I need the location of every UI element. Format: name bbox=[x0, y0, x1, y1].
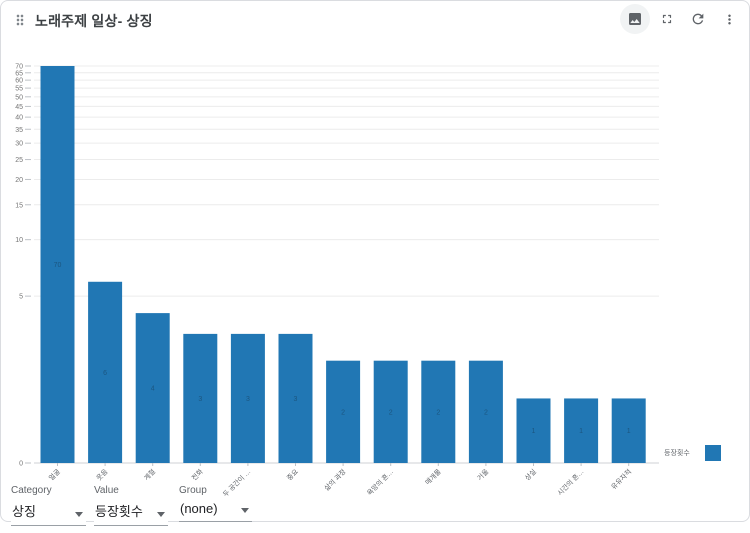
bar-value-label: 1 bbox=[579, 428, 583, 435]
bar-value-label: 3 bbox=[246, 396, 250, 403]
bar[interactable] bbox=[611, 398, 646, 463]
chevron-down-icon bbox=[75, 512, 83, 517]
bar-value-label: 2 bbox=[389, 409, 393, 416]
category-label: Category bbox=[11, 485, 52, 496]
y-tick-label: 45 bbox=[15, 104, 23, 111]
value-label: Value bbox=[94, 485, 119, 496]
chevron-down-icon bbox=[157, 512, 165, 517]
bar[interactable] bbox=[183, 333, 218, 463]
bar[interactable] bbox=[326, 360, 361, 463]
group-value: (none) bbox=[180, 501, 218, 516]
bar-value-label: 1 bbox=[532, 428, 536, 435]
legend-label: 등장횟수 bbox=[664, 448, 690, 457]
category-select[interactable]: 상징 bbox=[11, 500, 86, 526]
y-tick-label: 35 bbox=[15, 127, 23, 134]
y-tick-label: 50 bbox=[15, 94, 23, 101]
bar-value-label: 4 bbox=[151, 386, 155, 393]
y-tick-label: 70 bbox=[15, 64, 23, 71]
chevron-down-icon bbox=[241, 508, 249, 513]
x-axis-label: 시간의 흔… bbox=[555, 467, 585, 497]
y-tick-label: 30 bbox=[15, 141, 23, 148]
bar-value-label: 3 bbox=[294, 396, 298, 403]
y-tick-label: 20 bbox=[15, 177, 23, 184]
x-axis-label: 매개물 bbox=[423, 467, 443, 487]
group-select[interactable]: (none) bbox=[179, 500, 252, 522]
value-select[interactable]: 등장횟수 bbox=[94, 500, 168, 526]
x-axis-label: 얼굴 bbox=[47, 467, 62, 482]
bar-value-label: 3 bbox=[198, 396, 202, 403]
fullscreen-icon[interactable] bbox=[653, 5, 681, 33]
x-axis-label: 웃음 bbox=[95, 468, 110, 483]
bar-value-label: 1 bbox=[627, 428, 631, 435]
bar-chart-canvas: 051015202530354045505560657070얼굴6웃음4계절3전… bbox=[15, 64, 721, 499]
group-control: Group (none) bbox=[179, 485, 252, 526]
bar-value-label: 2 bbox=[436, 409, 440, 416]
bar[interactable] bbox=[278, 333, 313, 463]
legend-swatch bbox=[705, 445, 721, 461]
y-tick-label: 10 bbox=[15, 237, 23, 244]
bar[interactable] bbox=[516, 398, 551, 463]
bar-value-label: 6 bbox=[103, 370, 107, 377]
y-tick-label: 60 bbox=[15, 78, 23, 85]
category-value: 상징 bbox=[12, 504, 36, 519]
toolbar bbox=[620, 4, 746, 34]
value-value: 등장횟수 bbox=[95, 504, 143, 519]
bar-value-label: 2 bbox=[341, 409, 345, 416]
drag-indicator-icon[interactable] bbox=[11, 11, 29, 29]
widget-header: 노래주제 일상- 상징 bbox=[1, 1, 749, 43]
x-axis-label: 중요 bbox=[285, 468, 300, 483]
bar-value-label: 2 bbox=[484, 409, 488, 416]
image-chart-icon[interactable] bbox=[620, 4, 650, 34]
bar[interactable] bbox=[421, 360, 456, 463]
y-tick-label: 55 bbox=[15, 86, 23, 93]
y-tick-label: 15 bbox=[15, 202, 23, 209]
bar-value-label: 70 bbox=[54, 262, 62, 269]
bar[interactable] bbox=[564, 398, 599, 463]
chart-title: 노래주제 일상- 상징 bbox=[35, 13, 153, 29]
y-tick-label: 0 bbox=[19, 461, 23, 468]
bar[interactable] bbox=[135, 313, 170, 463]
y-tick-label: 5 bbox=[19, 294, 23, 301]
group-label: Group bbox=[179, 485, 207, 496]
x-axis-label: 유유자적 bbox=[609, 467, 633, 491]
bar[interactable] bbox=[40, 66, 75, 463]
refresh-icon[interactable] bbox=[684, 5, 712, 33]
bar[interactable] bbox=[468, 360, 503, 463]
y-tick-label: 40 bbox=[15, 115, 23, 122]
x-axis-label: 계절 bbox=[142, 467, 157, 482]
chart-config-controls: Category 상징 Value 등장횟수 Group (none) bbox=[11, 485, 252, 526]
bar[interactable] bbox=[230, 333, 265, 463]
x-axis-label: 거울 bbox=[475, 467, 490, 482]
x-axis-label: 욕망의 흔… bbox=[365, 467, 395, 497]
y-tick-label: 25 bbox=[15, 157, 23, 164]
x-axis-label: 삶의 과정 bbox=[322, 467, 347, 492]
x-axis-label: 상실 bbox=[523, 467, 538, 482]
bar[interactable] bbox=[88, 281, 123, 463]
value-control: Value 등장횟수 bbox=[94, 485, 168, 526]
y-tick-label: 65 bbox=[15, 70, 23, 77]
more-vert-icon[interactable] bbox=[715, 5, 743, 33]
x-axis-label: 전화 bbox=[190, 467, 206, 483]
bar[interactable] bbox=[373, 360, 408, 463]
category-control: Category 상징 bbox=[11, 485, 86, 526]
